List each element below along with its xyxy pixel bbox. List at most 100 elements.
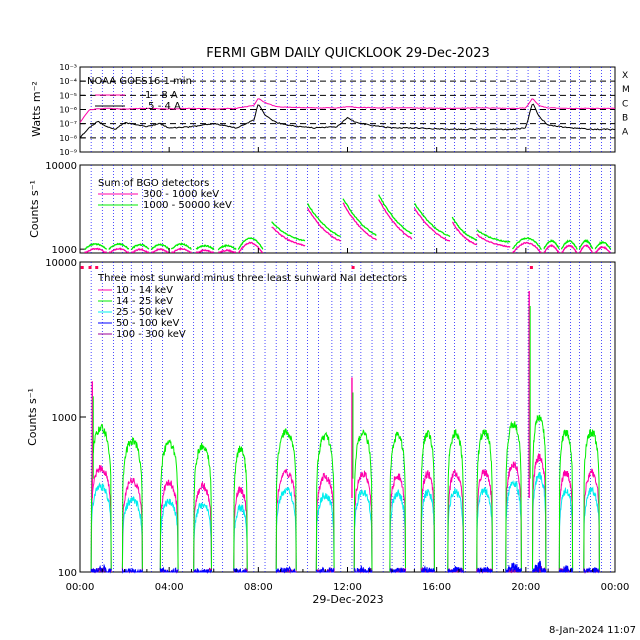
- bgo-low-segment-12: [413, 207, 450, 242]
- nai-band2-segment-8: [389, 488, 406, 573]
- goes-class-label-a: A: [622, 128, 629, 138]
- bgo-series: [84, 194, 612, 254]
- goes-y-tick-label-5: 10⁻⁸: [59, 134, 77, 143]
- nai-band2-segment-9: [420, 488, 435, 571]
- nai-band1-segment-15: [583, 428, 600, 573]
- bgo-high-segment-19: [594, 241, 612, 250]
- nai-band2-segment-12: [505, 479, 522, 573]
- bgo-high-segment-2: [131, 243, 150, 251]
- goes-y-axis-label: Watts m⁻²: [30, 81, 43, 137]
- nai-band3-segment-9: [420, 565, 435, 573]
- goes-class-label-m: M: [622, 85, 630, 95]
- bgo-high-segment-15: [512, 237, 542, 250]
- x-tick-label-4: 16:00: [422, 582, 451, 593]
- nai-saa-marker-0: [80, 266, 84, 269]
- nai-y-tick-label-0: 10000: [45, 258, 77, 269]
- nai-band1-segment-7: [353, 429, 373, 572]
- nai-band1-segment-9: [420, 430, 435, 573]
- bgo-high-segment-13: [451, 216, 478, 241]
- nai-band1-segment-11: [476, 429, 493, 573]
- nai-saa-markers: [80, 266, 533, 269]
- x-tick-label-2: 08:00: [244, 582, 273, 593]
- nai-band3-segment-5: [275, 565, 297, 574]
- nai-band2-segment-6: [315, 492, 335, 573]
- bgo-low-segment-5: [195, 248, 214, 253]
- nai-band2-segment-7: [353, 488, 373, 572]
- x-tick-label-1: 04:00: [155, 582, 184, 593]
- nai-band0-segment-1: [121, 477, 143, 573]
- nai-y-tick-label-1: 1000: [52, 413, 77, 424]
- nai-band0-segment-13: [532, 453, 547, 572]
- bgo-low-segment-10: [342, 202, 378, 241]
- bgo-low-segment-17: [561, 244, 578, 253]
- bgo-low-segment-1: [109, 247, 129, 253]
- bgo-legend-label-1000-50000: 1000 - 50000 keV: [143, 200, 232, 211]
- nai-band0-segment-10: [447, 468, 464, 573]
- nai-legend-label-10-14: 10 - 14 keV: [116, 285, 173, 296]
- nai-band3-segment-3: [193, 568, 212, 574]
- bgo-low-segment-0: [84, 247, 107, 253]
- bgo-legend-label-300-1000: 300 - 1000 keV: [143, 189, 219, 200]
- nai-legend-label-100-300: 100 - 300 keV: [116, 329, 186, 340]
- goes-y-tick-label-1: 10⁻⁴: [59, 77, 77, 86]
- nai-band3-segment-0: [90, 563, 112, 574]
- goes-class-label-c: C: [622, 99, 628, 109]
- nai-band0-segment-11: [476, 469, 493, 573]
- bgo-low-segment-9: [306, 207, 341, 242]
- nai-saa-marker-1: [88, 266, 92, 269]
- bgo-high-segment-16: [543, 238, 560, 250]
- nai-band2-segment-0: [90, 482, 112, 573]
- nai-band3-segment-10: [447, 566, 464, 574]
- goes-y-tick-label-2: 10⁻⁵: [59, 91, 77, 100]
- nai-band1-segment-4: [233, 445, 248, 572]
- goes-class-thresholds: [80, 80, 615, 139]
- nai-band1-segment-14: [558, 429, 574, 573]
- bgo-high-segment-0: [84, 243, 108, 250]
- nai-band1-segment-12: [505, 420, 522, 573]
- nai-band3-segment-12: [505, 562, 522, 573]
- bgo-high-segment-18: [578, 239, 594, 250]
- nai-band1-segment-13: [532, 414, 547, 573]
- nai-band1-segment-5: [275, 428, 297, 571]
- nai-legend-title: Three most sunward minus three least sun…: [97, 273, 407, 284]
- nai-y-tick-label-2: 100: [58, 568, 77, 579]
- x-axis-label: 29-Dec-2023: [312, 593, 383, 606]
- bgo-low-segment-8: [271, 226, 306, 247]
- bgo-low-segment-15: [512, 241, 542, 253]
- chart-title: FERMI GBM DAILY QUICKLOOK 29-Dec-2023: [206, 46, 490, 61]
- nai-band1-segment-0: [90, 423, 112, 573]
- nai-band0-segment-3: [193, 480, 212, 571]
- nai-band1-segment-6: [315, 431, 335, 572]
- goes-y-tick-label-0: 10⁻³: [59, 63, 77, 72]
- bgo-high-segment-17: [560, 239, 578, 250]
- nai-saa-marker-4: [529, 266, 533, 269]
- nai-band0-segment-15: [583, 468, 600, 573]
- goes-y-ticks: 10⁻³ 10⁻⁴ 10⁻⁵ 10⁻⁶ 10⁻⁷ 10⁻⁸ 10⁻⁹: [59, 63, 85, 157]
- x-tick-label-3: 12:00: [333, 582, 362, 593]
- nai-band1-segment-1: [121, 436, 143, 573]
- nai-band2-segment-2: [159, 498, 179, 573]
- nai-band2-segment-11: [476, 486, 493, 572]
- goes-class-label-b: B: [622, 114, 628, 124]
- bgo-high-segment-10: [342, 198, 377, 236]
- nai-band3-segment-15: [583, 566, 600, 574]
- footer-timestamp: 8-Jan-2024 11:07: [549, 625, 636, 636]
- nai-band2-segment-4: [233, 504, 248, 573]
- nai-band0-segment-9: [420, 470, 435, 573]
- nai-band2-segment-1: [121, 496, 143, 571]
- bgo-high-segment-7: [237, 237, 264, 250]
- bgo-high-segment-14: [476, 229, 511, 243]
- nai-band0-segment-0: [90, 464, 112, 573]
- bgo-low-segment-3: [151, 248, 170, 253]
- nai-band0-segment-4: [233, 485, 248, 573]
- nai-band1-segment-3: [193, 442, 212, 572]
- nai-band0-segment-12: [505, 461, 522, 569]
- nai-y-ticks: 10000 1000 100: [45, 258, 86, 579]
- nai-band3-segment-1: [121, 567, 143, 574]
- goes-class-label-x: X: [622, 71, 628, 81]
- nai-band2-segment-13: [532, 472, 547, 573]
- bgo-high-segment-1: [108, 242, 130, 250]
